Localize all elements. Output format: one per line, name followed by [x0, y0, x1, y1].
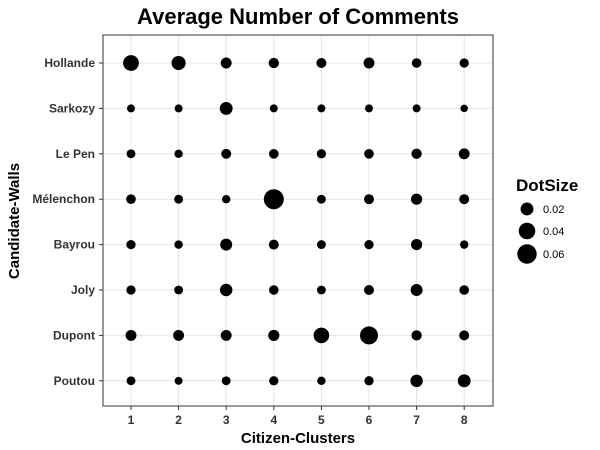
data-point: [364, 376, 374, 386]
data-point: [174, 194, 184, 204]
data-point: [174, 240, 183, 249]
legend-label: 0.06: [543, 249, 564, 261]
x-tick-label: 1: [128, 413, 135, 427]
data-point: [126, 285, 136, 295]
y-tick-label: Joly: [71, 283, 95, 297]
data-point: [460, 104, 468, 113]
data-point: [316, 149, 327, 159]
data-point: [174, 376, 183, 385]
data-point: [126, 376, 136, 386]
data-point: [410, 284, 423, 296]
data-point: [317, 376, 326, 386]
data-point: [263, 189, 284, 210]
data-point: [411, 330, 422, 341]
data-point: [459, 285, 470, 295]
data-point: [123, 55, 139, 71]
data-point: [411, 58, 422, 68]
y-tick-label: Dupont: [53, 328, 95, 342]
data-point: [411, 193, 423, 205]
grid: [103, 35, 493, 406]
data-point: [269, 104, 278, 113]
legend-key: [517, 244, 537, 264]
data-point: [173, 329, 185, 341]
data-point: [126, 239, 136, 250]
chart-title: Average Number of Comments: [137, 4, 459, 29]
x-tick-label: 8: [461, 413, 468, 427]
legend-label: 0.04: [543, 226, 564, 238]
data-point: [359, 326, 379, 345]
data-point: [125, 329, 137, 341]
data-point: [268, 148, 279, 159]
data-point: [268, 285, 279, 295]
data-point: [316, 240, 326, 250]
data-point: [174, 149, 183, 159]
data-point: [317, 104, 326, 113]
x-tick-label: 6: [366, 413, 373, 427]
data-point: [220, 329, 232, 341]
x-axis: 1 2 3 4 5 6 7 8: [128, 406, 468, 427]
y-tick-label: Mélenchon: [32, 192, 95, 206]
y-axis: Hollande Sarkozy Le Pen Mélenchon Bayrou Joly…: [32, 56, 103, 388]
data-point: [219, 101, 233, 115]
y-tick-label: Le Pen: [56, 147, 95, 161]
data-point: [411, 239, 423, 251]
plot-panel-border: [102, 34, 494, 407]
data-point: [268, 57, 279, 69]
data-point: [221, 148, 232, 159]
data-point: [269, 376, 279, 386]
data-point: [364, 148, 374, 159]
legend-key: [518, 222, 536, 240]
y-axis-title: Candidate-Walls: [6, 163, 23, 279]
data-point: [316, 194, 326, 204]
data-point: [411, 148, 422, 159]
data-point: [220, 238, 233, 251]
legend-label: 0.02: [543, 204, 564, 216]
data-point: [412, 104, 421, 113]
data-point: [219, 283, 233, 297]
data-point: [459, 240, 469, 249]
data-point: [313, 327, 330, 344]
data-point: [126, 194, 136, 205]
data-point: [126, 149, 136, 159]
x-tick-label: 4: [270, 413, 277, 427]
data-point: [365, 104, 373, 113]
data-point: [268, 239, 279, 250]
y-tick-label: Sarkozy: [49, 101, 95, 115]
x-tick-label: 7: [413, 413, 420, 427]
legend-title: DotSize: [516, 176, 578, 195]
x-axis-title: Citizen-Clusters: [241, 430, 355, 447]
data-point: [127, 104, 135, 113]
x-tick-label: 2: [175, 413, 182, 427]
data-point: [459, 58, 469, 68]
x-tick-label: 3: [223, 413, 230, 427]
y-tick-label: Hollande: [44, 56, 95, 70]
data-point: [171, 55, 186, 71]
x-tick-label: 5: [318, 413, 325, 427]
dots: [123, 55, 471, 388]
data-point: [459, 194, 470, 205]
data-point: [174, 104, 183, 113]
data-point: [268, 329, 280, 341]
y-tick-label: Bayrou: [54, 238, 95, 252]
legend: DotSize 0.02 0.04 0.06: [516, 176, 578, 264]
y-tick-label: Poutou: [54, 374, 95, 388]
data-point: [459, 330, 470, 341]
legend-key: [520, 202, 534, 216]
data-point: [316, 58, 327, 68]
data-point: [221, 376, 231, 386]
data-point: [174, 285, 184, 295]
data-point: [457, 374, 471, 388]
data-point: [220, 57, 232, 69]
data-point: [364, 285, 374, 295]
data-point: [410, 374, 423, 388]
data-point: [364, 239, 374, 250]
data-point: [363, 57, 375, 69]
data-point: [316, 285, 326, 295]
data-point: [458, 148, 470, 160]
data-point: [221, 194, 231, 204]
data-point: [364, 194, 374, 205]
